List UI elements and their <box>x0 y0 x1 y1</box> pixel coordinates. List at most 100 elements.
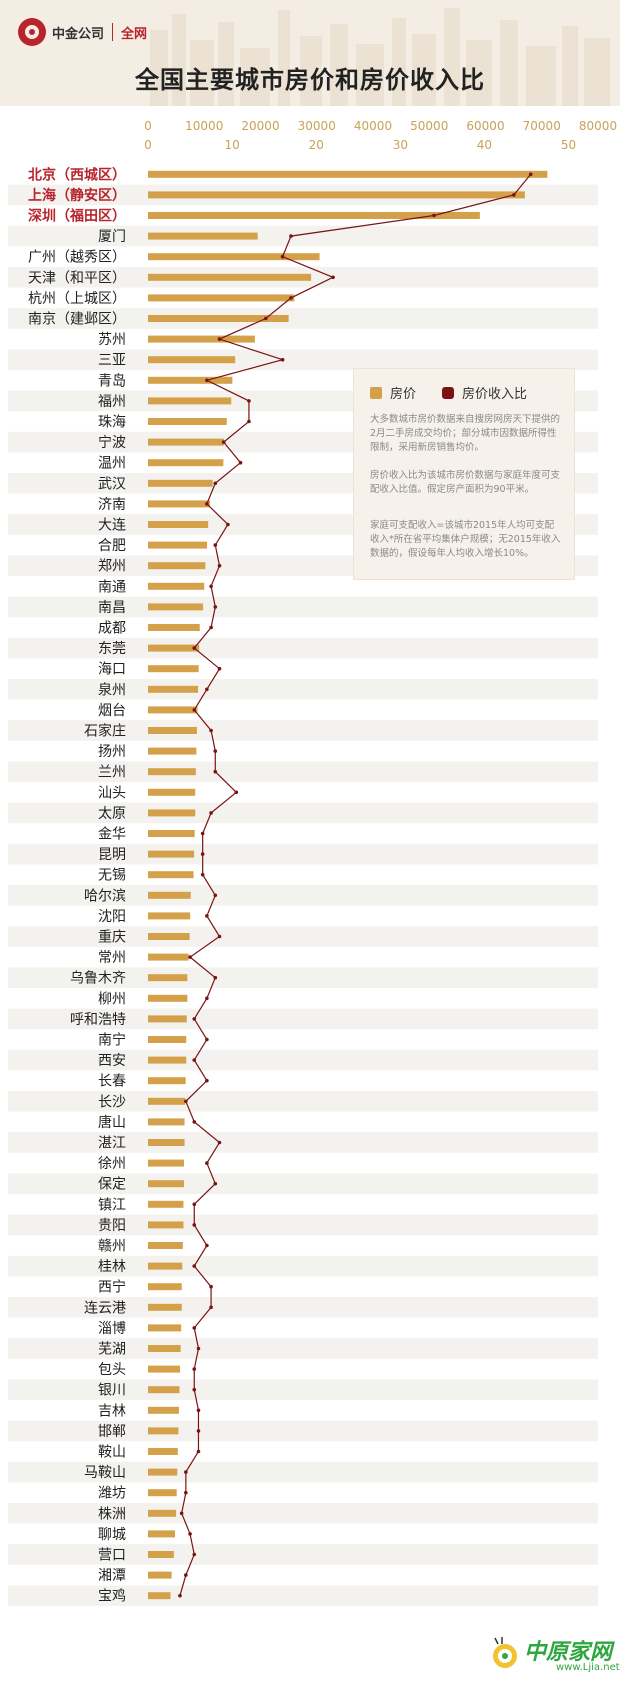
row-stripe <box>8 637 598 659</box>
category-label: 乌鲁木齐 <box>70 971 126 987</box>
category-label: 赣州 <box>98 1239 126 1255</box>
price-bar <box>148 788 196 796</box>
row-stripe <box>8 1544 598 1565</box>
category-label: 桂林 <box>98 1259 126 1275</box>
ratio-point <box>205 1161 209 1165</box>
legend-swatch-price <box>370 386 382 399</box>
category-label: 柳州 <box>98 990 126 1007</box>
row-stripe <box>8 1132 598 1153</box>
brand-divider <box>112 23 114 41</box>
category-label: 太原 <box>98 806 126 822</box>
category-label: 南京（建邺区） <box>28 312 126 328</box>
ratio-point <box>188 1532 192 1536</box>
watermark-url: www.Ljia.net <box>556 1662 620 1673</box>
watermark: 中原家网 www.Ljia.net <box>486 1630 620 1678</box>
category-label: 济南 <box>98 497 126 513</box>
price-bar <box>148 418 227 425</box>
category-label: 东莞 <box>98 641 126 657</box>
ratio-point <box>432 213 436 218</box>
price-bar <box>148 1180 184 1188</box>
price-bar <box>148 397 232 405</box>
ratio-point <box>192 1552 197 1557</box>
ratio-point <box>192 1120 197 1124</box>
ratio-point <box>192 1223 197 1227</box>
price-bar <box>148 356 236 364</box>
legend-note-income: 家庭可支配收入=该城市2015年人均可支配收入*所在省平均集体户规模；无2015… <box>370 520 561 559</box>
ratio-point <box>205 687 209 692</box>
ratio-point <box>205 914 209 918</box>
price-bar <box>148 191 525 199</box>
ratio-point <box>192 708 197 712</box>
ratio-point <box>209 1284 213 1289</box>
ratio-point <box>263 316 268 321</box>
category-label: 宝鸡 <box>98 1588 126 1605</box>
price-bar <box>148 1509 177 1517</box>
category-label: 成都 <box>98 621 126 637</box>
price-bar <box>148 1283 182 1291</box>
ratio-point <box>213 975 218 980</box>
row-stripe <box>8 1379 598 1400</box>
price-bar <box>148 1345 181 1352</box>
price-bar <box>148 1406 179 1414</box>
category-label: 镇江 <box>98 1197 126 1213</box>
skyline-decoration <box>150 8 610 106</box>
price-income-chart: 0 10000 20000 30000 40000 50000 60000 70000 8000… <box>8 119 617 1606</box>
row-stripe <box>8 1091 598 1112</box>
ratio-point <box>200 852 205 856</box>
ratio-point <box>213 749 218 753</box>
category-label: 苏州 <box>98 332 126 348</box>
price-bar <box>148 376 233 384</box>
category-label: 上海（静安区） <box>28 187 126 204</box>
price-bar <box>148 603 204 611</box>
price-bar <box>148 1242 183 1249</box>
ratio-point <box>247 419 251 424</box>
ratio-point <box>205 1078 209 1083</box>
ratio-point <box>192 646 197 650</box>
price-bar <box>148 1386 180 1394</box>
row-stripe <box>8 720 598 741</box>
category-label: 昆明 <box>98 847 126 863</box>
ratio-point <box>179 1511 184 1516</box>
x-tick-price: 40000 <box>354 119 392 133</box>
category-label: 潍坊 <box>98 1486 126 1502</box>
category-label: 邯郸 <box>98 1424 126 1440</box>
snail-logo-icon <box>493 1637 517 1668</box>
ratio-point <box>280 254 285 259</box>
price-bar <box>148 1262 183 1270</box>
legend-swatch-ratio <box>442 386 455 399</box>
price-bar <box>148 500 210 508</box>
price-bar <box>148 1324 182 1332</box>
price-bar <box>148 521 209 528</box>
ratio-point <box>192 1202 197 1207</box>
row-stripe <box>8 926 598 947</box>
row-stripe <box>8 679 598 700</box>
category-label: 芜湖 <box>98 1341 126 1358</box>
ratio-point <box>196 1346 201 1351</box>
price-bar <box>148 665 199 673</box>
category-label: 郑州 <box>98 559 126 575</box>
x-tick-price: 80000 <box>579 119 617 133</box>
category-label: 聊城 <box>98 1527 126 1543</box>
x-tick-ratio: 40 <box>477 138 492 152</box>
price-bar <box>148 1077 186 1085</box>
row-stripe <box>8 1214 598 1236</box>
price-bar <box>148 891 191 899</box>
category-label: 徐州 <box>98 1156 126 1172</box>
ratio-point <box>205 502 209 506</box>
ratio-point <box>200 872 205 877</box>
ratio-point <box>192 1264 197 1268</box>
ratio-point <box>196 1449 201 1454</box>
price-bar <box>148 294 295 302</box>
x-tick-price: 30000 <box>298 119 336 133</box>
row-stripe <box>8 885 598 906</box>
ratio-point <box>247 399 251 403</box>
category-label: 沈阳 <box>98 909 126 925</box>
category-label: 温州 <box>98 456 126 472</box>
price-bar <box>148 232 258 240</box>
x-tick-ratio: 20 <box>309 138 324 152</box>
category-label: 银川 <box>98 1383 126 1399</box>
chart-title: 全国主要城市房价和房价收入比 <box>135 66 485 94</box>
category-label: 重庆 <box>98 930 126 946</box>
price-bar <box>148 1468 178 1476</box>
ratio-point <box>213 769 218 774</box>
